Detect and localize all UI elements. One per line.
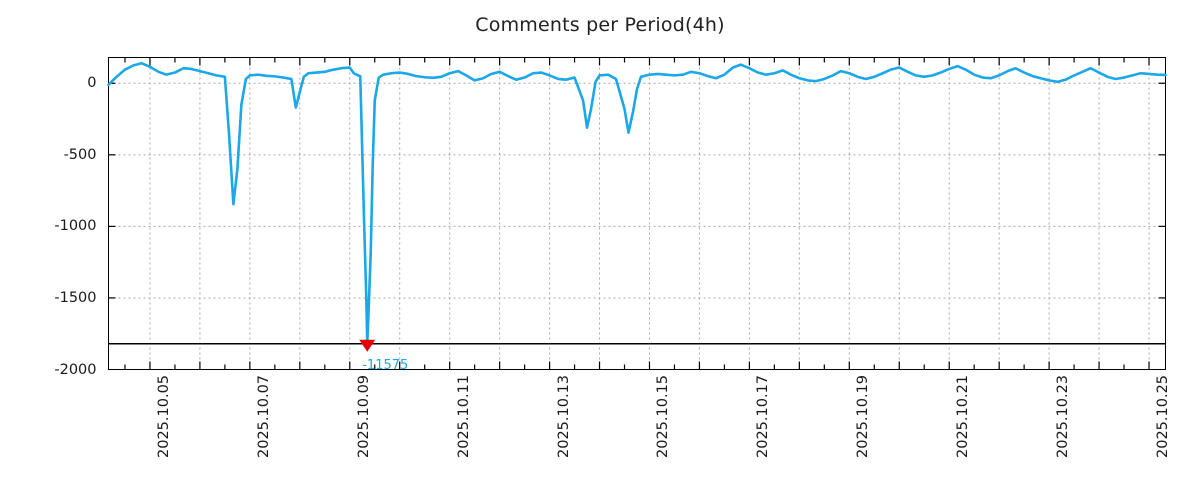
y-tick-label: -1500 [54,289,97,306]
annotation-value-label: -11575 [362,357,409,373]
x-tick-label: 2025.10.21 [955,374,972,458]
y-tick-label: -2000 [54,361,97,378]
x-tick-label: 2025.10.25 [1155,374,1172,458]
x-tick-label: 2025.10.15 [655,374,672,458]
y-tick-label: -1000 [54,218,97,235]
chart-title: Comments per Period(4h) [475,14,725,36]
x-tick-label: 2025.10.19 [855,374,872,458]
data-series-line [107,61,1167,346]
annotation-marker-triangle[interactable] [359,339,376,352]
y-tick-label: -500 [63,146,97,163]
x-tick-label: 2025.10.23 [1055,374,1072,458]
y-tick-label: 0 [87,75,97,92]
x-tick-label: 2025.10.11 [455,374,472,458]
axis-ticks [108,57,1166,370]
x-tick-label: 2025.10.05 [155,374,172,458]
x-tick-label: 2025.10.13 [555,374,572,458]
x-tick-label: 2025.10.07 [255,374,272,458]
x-tick-label: 2025.10.09 [355,374,372,458]
plot-frame [108,57,1166,370]
gridlines [108,57,1166,370]
x-tick-label: 2025.10.17 [755,374,772,458]
